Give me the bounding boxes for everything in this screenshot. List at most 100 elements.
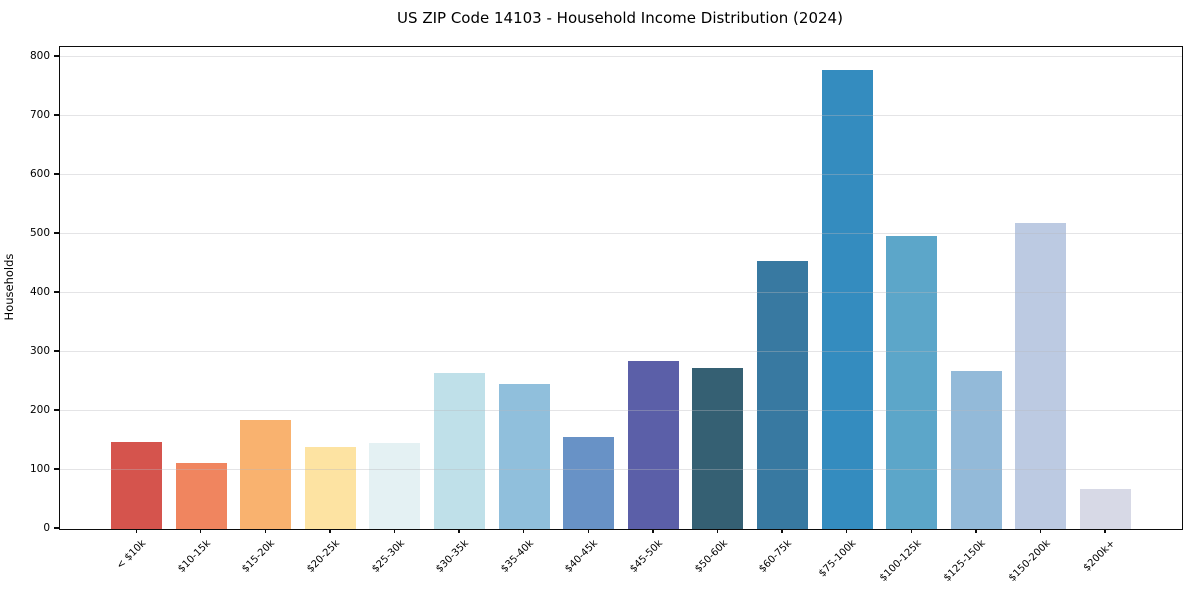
y-tick-mark	[54, 173, 59, 175]
x-tick-mark	[1039, 528, 1042, 533]
x-slot: $75-100k	[817, 528, 872, 590]
y-tick-mark	[54, 291, 59, 293]
bar-slot	[563, 47, 615, 529]
bar-$100-125k	[886, 235, 938, 529]
x-tick-mark	[329, 528, 331, 533]
x-slot: $100-125k	[877, 528, 936, 590]
x-tick-label: $25-30k	[369, 538, 407, 575]
x-slot: $10-15k	[175, 528, 226, 590]
x-slot: $50-60k	[691, 528, 742, 590]
y-tick-label: 600	[29, 168, 50, 181]
x-slot: $15-20k	[239, 528, 290, 590]
x-tick-label: $75-100k	[817, 538, 859, 580]
y-tick-label: 800	[29, 50, 50, 63]
x-tick-label: $125-150k	[942, 538, 988, 584]
x-tick-mark	[393, 528, 396, 533]
x-tick-mark	[264, 528, 266, 533]
x-tick-label: $30-35k	[434, 538, 472, 575]
x-tick-label: $200k+	[1081, 538, 1118, 574]
bar-$75-100k	[821, 70, 873, 529]
bar-$30-35k	[433, 372, 485, 529]
bar-$50-60k	[692, 367, 744, 529]
x-tick-mark	[135, 528, 137, 533]
x-tick-label: $45-50k	[628, 538, 666, 575]
bar-slot	[433, 47, 485, 529]
x-slot: $125-150k	[942, 528, 1001, 590]
y-tick-label: 700	[29, 109, 50, 122]
y-tick-mark	[54, 468, 59, 470]
bar-$60-75k	[756, 260, 808, 529]
bar-$35-40k	[498, 383, 550, 529]
bar-$40-45k	[563, 436, 615, 529]
bar-< $10k	[111, 441, 162, 529]
bar-slot	[950, 47, 1002, 529]
bar-$200k+	[1079, 488, 1131, 529]
x-slot: $60-75k	[756, 528, 807, 590]
x-tick-mark	[781, 528, 783, 533]
x-slot: $150-200k	[1007, 528, 1065, 590]
bar-slot	[304, 47, 356, 529]
bar-slot	[627, 47, 679, 529]
x-tick-label: $150-200k	[1006, 538, 1053, 584]
x-tick-label: $60-75k	[757, 538, 795, 575]
x-tick-label: $100-125k	[877, 538, 924, 584]
x-tick-mark	[975, 528, 977, 533]
x-slot: $35-40k	[498, 528, 549, 590]
x-tick-label: $10-15k	[175, 538, 213, 575]
y-tick-label: 500	[29, 227, 50, 240]
x-tick-label: $20-25k	[305, 538, 343, 575]
x-slot: < $10k	[110, 528, 161, 590]
bars-layer	[60, 47, 1182, 529]
bar-$10-15k	[175, 462, 227, 529]
x-tick-mark	[910, 528, 912, 533]
x-tick-mark	[523, 528, 525, 533]
bar-slot	[1015, 47, 1067, 529]
x-tick-label: $50-60k	[692, 538, 730, 575]
x-tick-mark	[200, 528, 202, 533]
y-tick-mark	[54, 350, 59, 352]
x-axis: < $10k $10-15k $15-20k $20-25k $25-30k $30-35…	[59, 528, 1181, 590]
bar-$45-50k	[627, 361, 679, 529]
bar-slot	[756, 47, 808, 529]
x-tick-mark	[1104, 528, 1106, 533]
bar-slot	[240, 47, 292, 529]
y-tick-label: 300	[29, 345, 50, 357]
y-tick-label: 0	[43, 522, 50, 534]
bar-$25-30k	[369, 443, 421, 529]
x-tick-label: $35-40k	[498, 538, 536, 575]
bar-slot	[1079, 47, 1131, 529]
bar-$125-150k	[950, 370, 1002, 529]
bar-slot	[886, 47, 938, 529]
y-tick-mark	[54, 114, 59, 116]
plot-area	[59, 46, 1183, 530]
chart-title: US ZIP Code 14103 - Household Income Dis…	[397, 9, 843, 27]
x-tick-mark	[458, 528, 460, 533]
x-slot: $25-30k	[368, 528, 419, 590]
x-tick-mark	[652, 528, 654, 533]
x-slot: $40-45k	[562, 528, 613, 590]
x-tick-mark	[716, 528, 719, 533]
y-tick-label: 400	[29, 286, 50, 298]
y-tick-mark	[54, 55, 59, 57]
bar-slot	[175, 47, 227, 529]
x-tick-label: < $10k	[114, 538, 149, 572]
bar-slot	[369, 47, 421, 529]
bar-$15-20k	[240, 420, 292, 529]
x-tick-label: $15-20k	[240, 538, 278, 575]
x-slot: $200k+	[1079, 528, 1130, 590]
x-tick-mark	[587, 528, 589, 533]
x-slot: $20-25k	[304, 528, 355, 590]
y-tick-mark	[54, 232, 59, 234]
bar-slot	[111, 47, 162, 529]
bar-$150-200k	[1015, 222, 1067, 529]
y-tick-mark	[54, 409, 59, 411]
bar-slot	[821, 47, 873, 529]
x-tick-mark	[846, 528, 848, 533]
y-tick-label: 100	[29, 463, 50, 475]
bar-slot	[498, 47, 550, 529]
x-slot: $30-35k	[433, 528, 484, 590]
y-tick-label: 200	[29, 404, 50, 416]
x-tick-label: $40-45k	[563, 538, 601, 575]
y-tick-mark	[54, 527, 59, 529]
